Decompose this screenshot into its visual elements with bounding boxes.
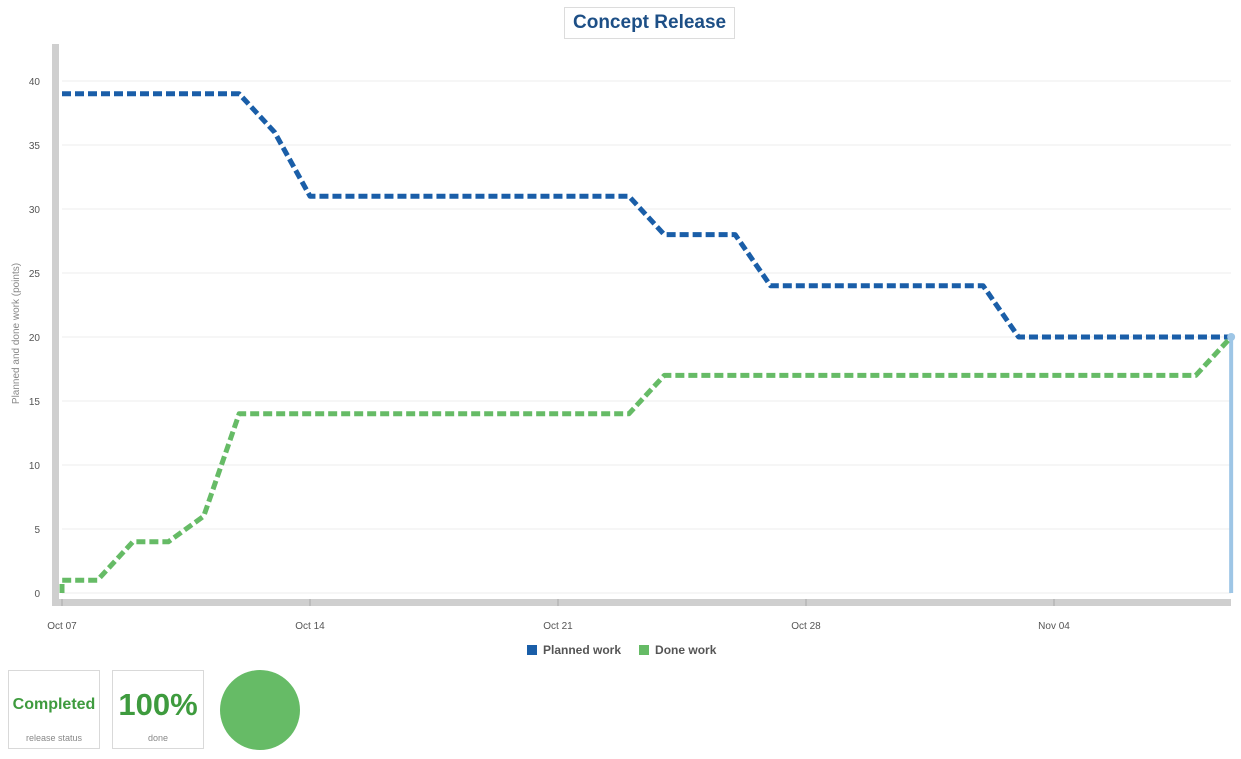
x-tick-label-1: Oct 14 bbox=[295, 621, 325, 632]
done-percent-value: 100% bbox=[118, 687, 198, 722]
y-tick-label-0: 0 bbox=[34, 589, 40, 600]
x-tick-label-3: Oct 28 bbox=[791, 621, 821, 632]
today-marker-dot bbox=[1227, 333, 1236, 341]
y-tick-label-35: 35 bbox=[29, 141, 41, 152]
done-percent-card: 100% done bbox=[112, 670, 204, 749]
x-tick-label-0: Oct 07 bbox=[47, 621, 77, 632]
legend-label-done: Done work bbox=[655, 643, 717, 657]
chart-legend: Planned work Done work bbox=[527, 643, 734, 657]
x-tick-label-4: Nov 04 bbox=[1038, 621, 1070, 632]
y-axis-bar bbox=[52, 44, 59, 601]
y-tick-label-25: 25 bbox=[29, 269, 41, 280]
legend-swatch-done bbox=[639, 645, 650, 655]
y-axis-title: Planned and done work (points) bbox=[11, 263, 22, 404]
y-tick-label-15: 15 bbox=[29, 397, 41, 408]
legend-swatch-planned bbox=[527, 645, 537, 655]
legend-label-planned: Planned work bbox=[543, 643, 622, 657]
chart-title: Concept Release bbox=[564, 7, 736, 39]
series-line-0 bbox=[62, 91, 1232, 340]
progress-circle bbox=[220, 670, 300, 750]
x-tick-label-2: Oct 21 bbox=[543, 621, 573, 632]
y-tick-label-30: 30 bbox=[29, 205, 41, 216]
release-status-card: Completed release status bbox=[8, 670, 100, 749]
y-tick-label-5: 5 bbox=[34, 525, 40, 536]
release-status-caption: release status bbox=[25, 733, 83, 743]
y-tick-label-20: 20 bbox=[29, 333, 41, 344]
y-tick-label-40: 40 bbox=[29, 77, 41, 88]
release-status-value: Completed bbox=[12, 696, 96, 713]
x-axis-bar bbox=[52, 599, 1231, 606]
y-tick-label-10: 10 bbox=[29, 461, 41, 472]
legend-item-planned[interactable]: Planned work bbox=[527, 643, 621, 657]
legend-item-done[interactable]: Done work bbox=[639, 643, 716, 657]
burnup-chart: 0 5 10 15 20 25 30 35 40 Oct 07 Oct 14 Oct 21 Oct 28… bbox=[11, 44, 1236, 632]
done-percent-caption: done bbox=[147, 733, 169, 743]
